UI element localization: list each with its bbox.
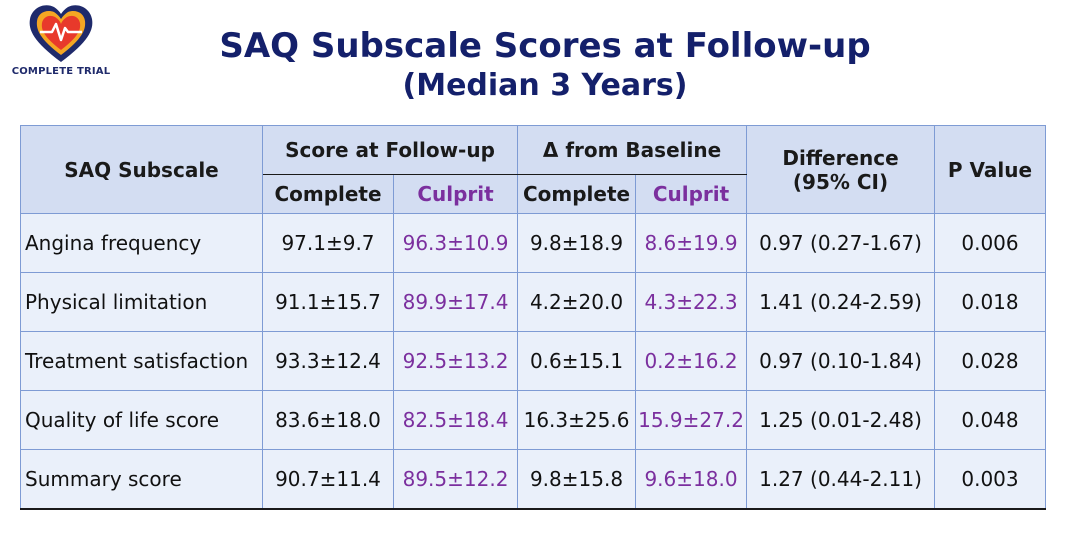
header-p-value: P Value	[934, 125, 1047, 214]
cell-score-culprit: 89.5±12.2	[392, 449, 519, 510]
saq-table: SAQ Subscale Score at Follow-up Δ from B…	[20, 125, 1047, 510]
cell-score-complete: 83.6±18.0	[262, 390, 394, 450]
cell-difference: 1.41 (0.24-2.59)	[746, 272, 936, 332]
cell-score-complete: 91.1±15.7	[262, 272, 394, 332]
cell-delta-complete: 0.6±15.1	[517, 331, 637, 391]
cell-p-value: 0.006	[934, 213, 1047, 273]
cell-score-complete: 97.1±9.7	[262, 213, 394, 273]
cell-difference: 0.97 (0.27-1.67)	[746, 213, 936, 273]
header-score-complete: Complete	[262, 174, 394, 214]
cell-subscale: Summary score	[20, 449, 263, 510]
table-row: Treatment satisfaction 93.3±12.4 92.5±13…	[20, 331, 1047, 391]
cell-delta-culprit: 4.3±22.3	[635, 272, 748, 332]
cell-subscale: Treatment satisfaction	[20, 331, 263, 391]
header-score-culprit: Culprit	[392, 174, 519, 214]
cell-p-value: 0.048	[934, 390, 1047, 450]
header-difference-label: Difference	[782, 145, 899, 170]
cell-p-value: 0.018	[934, 272, 1047, 332]
header-difference-ci: (95% CI)	[792, 169, 889, 194]
cell-delta-complete: 4.2±20.0	[517, 272, 637, 332]
cell-p-value: 0.028	[934, 331, 1047, 391]
table-row: Quality of life score 83.6±18.0 82.5±18.…	[20, 390, 1047, 450]
header-delta-group: Δ from Baseline	[517, 125, 748, 175]
table-row: Angina frequency 97.1±9.7 96.3±10.9 9.8±…	[20, 213, 1047, 273]
cell-subscale: Angina frequency	[20, 213, 263, 273]
table-row: Physical limitation 91.1±15.7 89.9±17.4 …	[20, 272, 1047, 332]
heart-ecg-icon	[29, 5, 93, 63]
page-subtitle: (Median 3 Years)	[402, 68, 688, 103]
table-row: Summary score 90.7±11.4 89.5±12.2 9.8±15…	[20, 449, 1047, 510]
cell-score-culprit: 96.3±10.9	[392, 213, 519, 273]
cell-score-culprit: 89.9±17.4	[392, 272, 519, 332]
header-score-group: Score at Follow-up	[261, 125, 519, 175]
logo-text: COMPLETE TRIAL	[11, 66, 111, 77]
header-subscale: SAQ Subscale	[20, 125, 263, 214]
cell-subscale: Physical limitation	[20, 272, 263, 332]
cell-delta-culprit: 15.9±27.2	[635, 390, 748, 450]
cell-delta-culprit: 0.2±16.2	[635, 331, 748, 391]
page-title: SAQ Subscale Scores at Follow-up	[219, 26, 871, 66]
cell-delta-culprit: 9.6±18.0	[635, 449, 748, 510]
cell-delta-culprit: 8.6±19.9	[635, 213, 748, 273]
cell-p-value: 0.003	[934, 449, 1047, 510]
header-delta-complete: Complete	[517, 174, 637, 214]
cell-difference: 0.97 (0.10-1.84)	[746, 331, 936, 391]
cell-delta-complete: 9.8±15.8	[517, 449, 637, 510]
cell-score-complete: 90.7±11.4	[262, 449, 394, 510]
header-difference: Difference (95% CI)	[746, 125, 936, 214]
cell-difference: 1.27 (0.44-2.11)	[746, 449, 936, 510]
cell-score-complete: 93.3±12.4	[262, 331, 394, 391]
cell-difference: 1.25 (0.01-2.48)	[746, 390, 936, 450]
cell-delta-complete: 16.3±25.6	[517, 390, 637, 450]
cell-subscale: Quality of life score	[20, 390, 263, 450]
cell-score-culprit: 92.5±13.2	[392, 331, 519, 391]
cell-score-culprit: 82.5±18.4	[392, 390, 519, 450]
header-delta-culprit: Culprit	[635, 174, 748, 214]
cell-delta-complete: 9.8±18.9	[517, 213, 637, 273]
logo: COMPLETE TRIAL	[6, 2, 116, 82]
